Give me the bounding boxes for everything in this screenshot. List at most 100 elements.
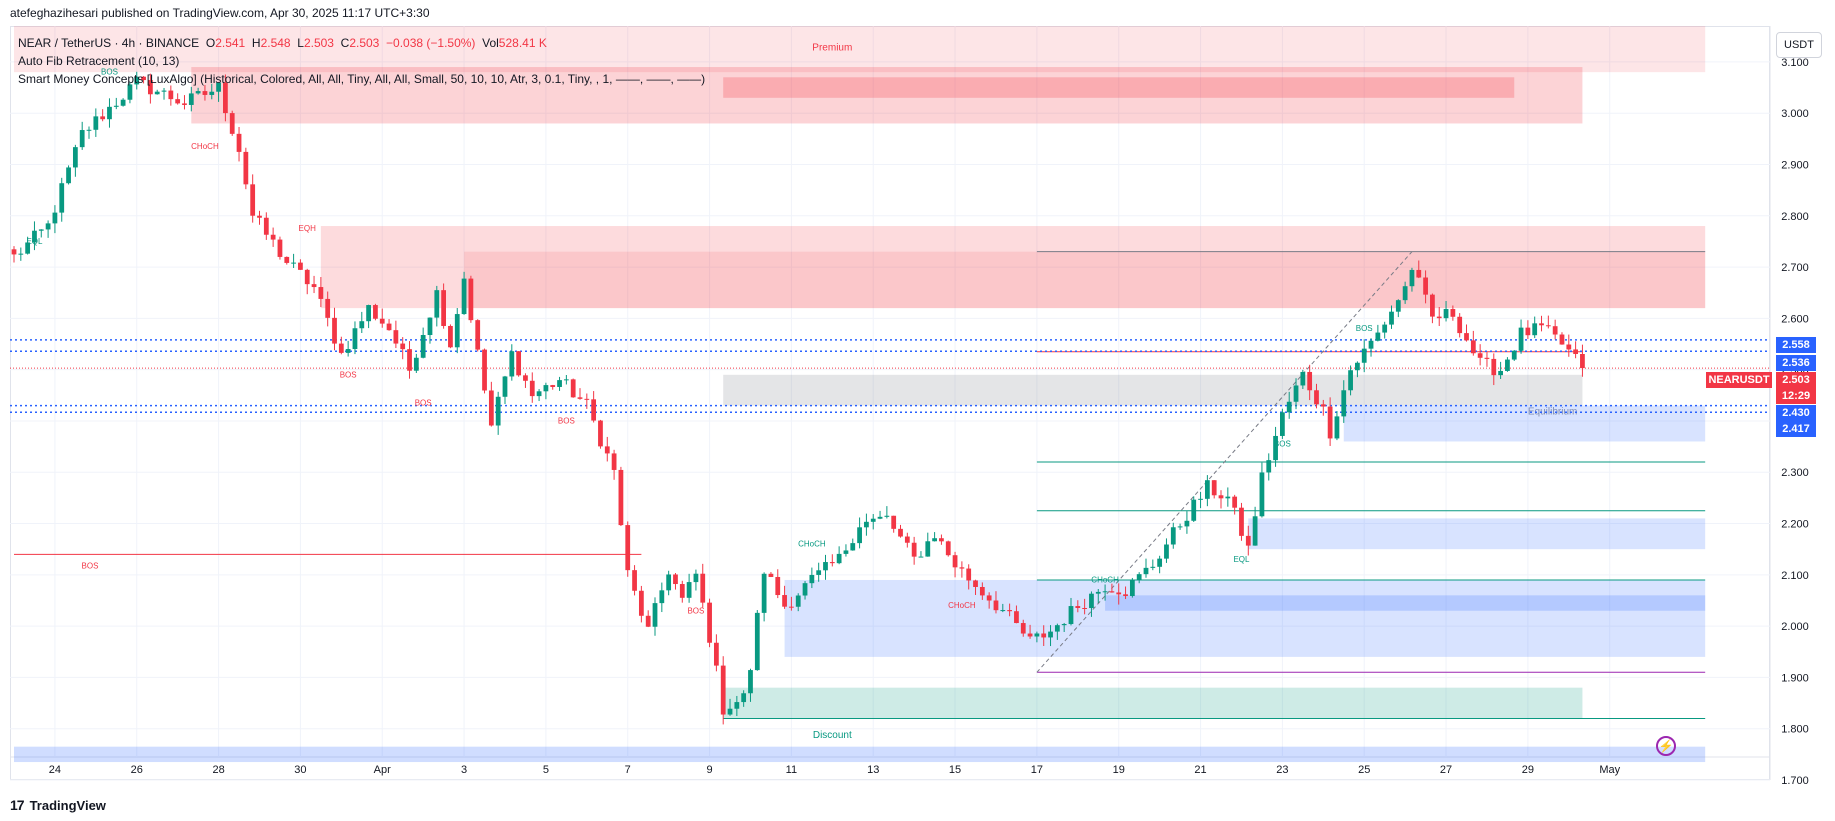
candle-body [298,262,303,270]
x-tick-label: 29 [1522,764,1534,776]
y-tick-label: 2.000 [1781,621,1809,633]
candle-body [1532,323,1538,336]
candle-body [270,234,276,240]
candle-body [1020,623,1026,634]
candle-body [257,215,262,218]
candle-body [1402,286,1408,301]
candle-body [584,398,590,400]
candle-body [543,385,549,392]
candle-body [154,91,160,95]
candle-body [325,298,331,318]
candle-body [1539,323,1544,326]
price-tag-2536: 2.536 [1776,355,1816,371]
indicator-smc[interactable]: Smart Money Concepts [LuxAlgo] (Historic… [18,72,706,86]
candle-body [1355,362,1360,371]
candle-body [782,595,787,607]
candle-body [1116,592,1122,595]
candle-body [1143,567,1149,575]
candle-body [1027,633,1033,637]
candle-body [400,343,406,350]
candle-body [877,516,883,519]
candle-body [1184,520,1190,527]
candle-body [591,399,597,421]
premium-label: Premium [812,43,852,54]
tradingview-logo[interactable]: 17 TradingView [10,797,106,813]
candle-body [1361,348,1367,363]
structure-label: CHoCH [191,142,219,151]
candle-body [604,446,610,454]
candle-body [113,105,119,107]
structure-label: CHoCH [1091,576,1119,585]
candle-body [161,90,167,92]
candle-body [720,665,726,715]
candle-body [1170,527,1176,545]
candle-body [318,287,324,299]
candle-body [1109,591,1115,593]
volume-label: Vol [482,36,499,50]
candle-body [379,318,385,324]
x-tick-label: 5 [543,764,549,776]
candle-body [1477,353,1483,358]
x-tick-label: 25 [1358,764,1370,776]
x-tick-label: 11 [786,764,797,776]
candle-body [1164,544,1169,559]
indicator-fib[interactable]: Auto Fib Retracement (10, 13) [18,54,180,68]
candle-body [1061,624,1067,626]
candle-body [147,80,153,95]
candle-body [966,568,972,581]
candle-body [1123,594,1128,597]
flash-icon[interactable]: ⚡ [1656,736,1676,756]
order-block [1248,518,1706,550]
candle-body [1245,535,1251,546]
candle-body [1525,327,1531,336]
currency-button[interactable]: USDT [1776,32,1822,58]
candle-body [754,612,760,671]
candle-body [748,670,753,694]
bar-countdown: 12:29 [1776,388,1816,404]
y-tick-label: 2.600 [1781,313,1809,325]
price-tag-2417: 2.417 [1776,421,1816,437]
candle-body [918,556,924,558]
candle-body [577,397,583,399]
candle-body [741,693,747,703]
structure-label: BOS [558,417,575,426]
candle-body [939,538,944,542]
candle-body [352,328,358,350]
structure-label: BOS [687,606,704,615]
candle-body [1430,294,1435,317]
volume-value: 528.41 K [498,36,547,50]
candle-body [223,82,228,114]
candle-body [1573,349,1579,355]
candle-body [32,230,37,243]
candle-body [1048,631,1053,638]
candle-body [809,574,815,584]
candle-body [1177,526,1183,528]
brand-name: TradingView [29,797,106,813]
candle-body [945,541,951,556]
candle-body [904,536,910,543]
candle-body [1395,300,1401,312]
candle-body [836,553,842,564]
x-tick-label: May [1599,764,1620,776]
x-tick-label: 9 [707,764,713,776]
candle-body [638,590,644,616]
candle-body [195,91,201,94]
candle-body [427,317,433,336]
candle-body [11,249,17,255]
candle-body [134,76,140,85]
y-tick-label: 1.900 [1781,672,1809,684]
candle-body [216,82,221,92]
candle-body [1211,480,1217,496]
candle-body [182,103,187,105]
candle-body [570,379,576,398]
symbol-title[interactable]: NEAR / TetherUS · 4h · BINANCE [18,36,200,50]
candle-body [1334,416,1340,439]
structure-label: EQH [299,224,317,233]
candle-body [727,708,733,715]
candle-body [175,99,181,104]
candle-body [802,583,808,596]
candle-body [1014,611,1019,624]
candle-body [557,380,562,387]
candle-body [1552,326,1558,335]
